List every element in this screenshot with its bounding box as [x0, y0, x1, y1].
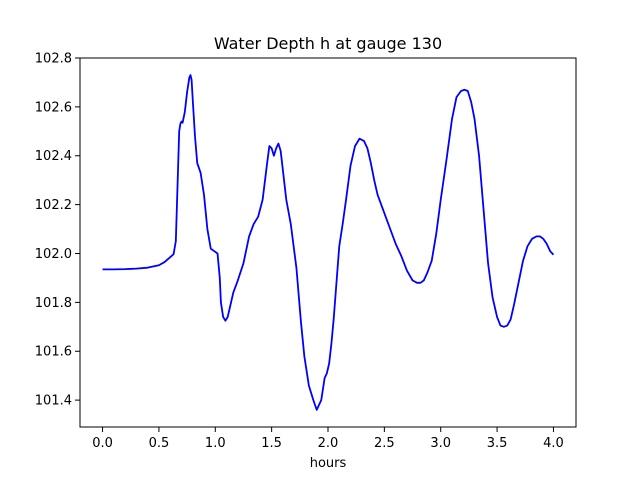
x-tick-label: 0.5 [149, 436, 170, 451]
x-tick-label: 4.0 [543, 436, 564, 451]
y-tick-label: 102.2 [35, 198, 72, 213]
plot-area [102, 74, 555, 411]
x-tick-label: 2.0 [318, 436, 339, 451]
x-tick-label: 1.5 [261, 436, 282, 451]
x-tick-label: 0.0 [92, 436, 113, 451]
x-tick-label: 1.0 [205, 436, 226, 451]
y-tick-label: 101.6 [35, 345, 72, 360]
y-tick-label: 101.8 [35, 296, 72, 311]
x-axis-label: hours [310, 456, 347, 471]
x-tick-label: 3.5 [487, 436, 508, 451]
x-tick-label: 2.5 [374, 436, 395, 451]
y-tick-label: 101.4 [35, 394, 72, 409]
x-axis: 0.0 0.5 1.0 1.5 2.0 2.5 3.0 3.5 4.0 [92, 427, 564, 451]
series-line [102, 74, 555, 411]
chart-title: Water Depth h at gauge 130 [214, 34, 442, 53]
y-axis: 101.4 101.6 101.8 102.0 102.2 102.4 102.6 102.8 [35, 52, 80, 409]
y-tick-label: 102.0 [35, 247, 72, 262]
x-tick-label: 3.0 [430, 436, 451, 451]
y-tick-label: 102.4 [35, 149, 72, 164]
y-tick-label: 102.8 [35, 52, 72, 67]
y-tick-label: 102.6 [35, 100, 72, 115]
